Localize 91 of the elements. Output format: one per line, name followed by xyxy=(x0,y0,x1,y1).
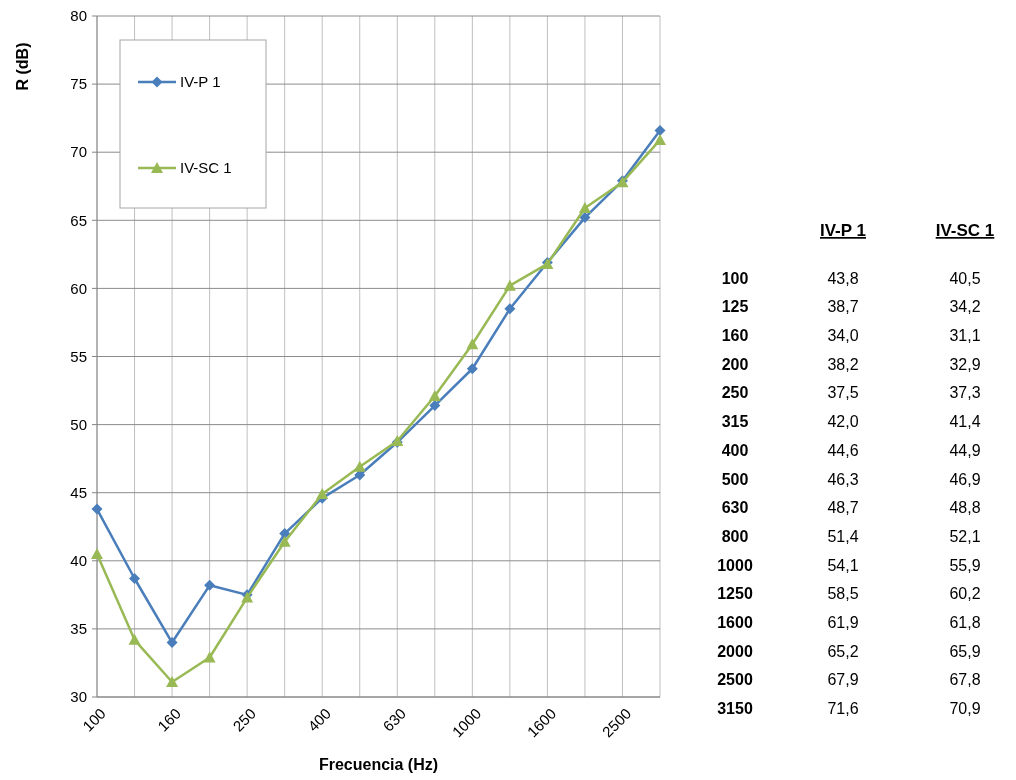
category-label: 630 xyxy=(721,499,749,517)
data-label: 43,8 xyxy=(827,269,859,287)
category-label: 1000 xyxy=(717,556,753,574)
data-label: 60,2 xyxy=(949,585,981,603)
category-label: 160 xyxy=(721,327,749,344)
data-label: 51,4 xyxy=(827,527,859,545)
data-label: 46,3 xyxy=(827,470,859,488)
point xyxy=(91,503,103,515)
data-label: 37,5 xyxy=(827,384,859,402)
category-label: 100 xyxy=(721,269,749,287)
point xyxy=(166,676,179,688)
y-tick-label: 55 xyxy=(70,347,87,365)
point xyxy=(91,547,103,559)
data-label: 55,9 xyxy=(949,556,981,574)
data-label: 61,8 xyxy=(949,614,981,631)
data-label: 65,9 xyxy=(949,642,981,660)
data-label: 65,2 xyxy=(827,642,859,660)
x-axis-title: Frecuencia (Hz) xyxy=(318,756,439,773)
data-label: 48,8 xyxy=(949,499,981,517)
data-label: 44,9 xyxy=(949,441,981,459)
data-label: 67,8 xyxy=(949,671,981,689)
point xyxy=(278,535,291,547)
x-tick-label: 250 xyxy=(229,704,259,735)
x-tick-label: 630 xyxy=(379,704,410,735)
data-label: 34,2 xyxy=(949,298,981,316)
y-tick-label: 45 xyxy=(70,483,87,501)
data-label: 34,0 xyxy=(827,327,859,344)
category-label: 3150 xyxy=(717,700,753,718)
y-tick-label: 70 xyxy=(70,143,87,161)
point xyxy=(466,363,478,375)
data-label: 71,6 xyxy=(827,700,859,718)
point xyxy=(129,573,141,585)
category-label: 125 xyxy=(721,298,749,316)
data-label: 54,1 xyxy=(827,556,859,574)
text: IV-SC 1 xyxy=(935,221,995,240)
point xyxy=(204,579,216,591)
data-label: 67,9 xyxy=(827,671,859,689)
point xyxy=(654,133,666,145)
y-tick-label: 65 xyxy=(70,211,87,229)
y-tick-label: 60 xyxy=(70,279,87,297)
y-tick-label: 50 xyxy=(70,415,87,433)
point xyxy=(428,390,441,401)
legend-label: IV-P 1 xyxy=(180,73,221,91)
point xyxy=(654,124,666,136)
data-label: 48,7 xyxy=(827,499,859,517)
y-tick-label: 40 xyxy=(70,552,87,570)
point xyxy=(579,212,591,224)
x-tick-label: 160 xyxy=(154,704,184,735)
data-label: 46,9 xyxy=(949,470,981,488)
data-label: 42,0 xyxy=(827,413,859,431)
data-label: 40,5 xyxy=(949,269,981,287)
category-label: 200 xyxy=(721,355,749,373)
data-label: 37,3 xyxy=(949,384,981,402)
point xyxy=(429,400,441,412)
data-label: 31,1 xyxy=(949,327,981,344)
y-tick-label: 35 xyxy=(70,620,87,638)
point xyxy=(128,633,141,645)
data-label: 58,5 xyxy=(827,585,859,603)
point xyxy=(503,279,516,291)
text: IV-P 1 xyxy=(820,221,866,240)
legend-label: IV-SC 1 xyxy=(180,159,232,177)
category-label: 250 xyxy=(721,384,749,402)
point xyxy=(166,637,178,649)
category-label: 315 xyxy=(721,413,749,431)
category-label: 800 xyxy=(721,527,749,545)
data-label: 41,4 xyxy=(949,413,981,431)
y-tick-label: 30 xyxy=(70,688,87,706)
category-label: 1250 xyxy=(717,585,753,603)
data-label: 52,1 xyxy=(949,527,981,545)
point xyxy=(578,202,591,214)
data-label: 32,9 xyxy=(949,355,981,373)
point xyxy=(353,460,366,472)
data-label: 38,2 xyxy=(827,355,859,373)
category-label: 2500 xyxy=(717,671,753,689)
point xyxy=(203,651,216,663)
data-label: 70,9 xyxy=(949,700,981,718)
data-label: 38,7 xyxy=(827,298,859,316)
point xyxy=(504,303,516,315)
data-label: 61,9 xyxy=(827,614,859,631)
y-tick-label: 80 xyxy=(70,7,87,25)
x-tick-label: 100 xyxy=(79,704,109,735)
point xyxy=(316,488,329,500)
category-label: 2000 xyxy=(717,642,753,660)
category-label: 400 xyxy=(721,441,749,459)
data-label: 44,6 xyxy=(827,441,859,459)
x-tick-label: 400 xyxy=(304,704,335,735)
category-label: 500 xyxy=(721,470,749,488)
point xyxy=(466,338,479,350)
y-tick-label: 75 xyxy=(70,75,87,93)
y-axis-title: R (dB) xyxy=(14,42,31,91)
category-label: 1600 xyxy=(717,614,753,631)
